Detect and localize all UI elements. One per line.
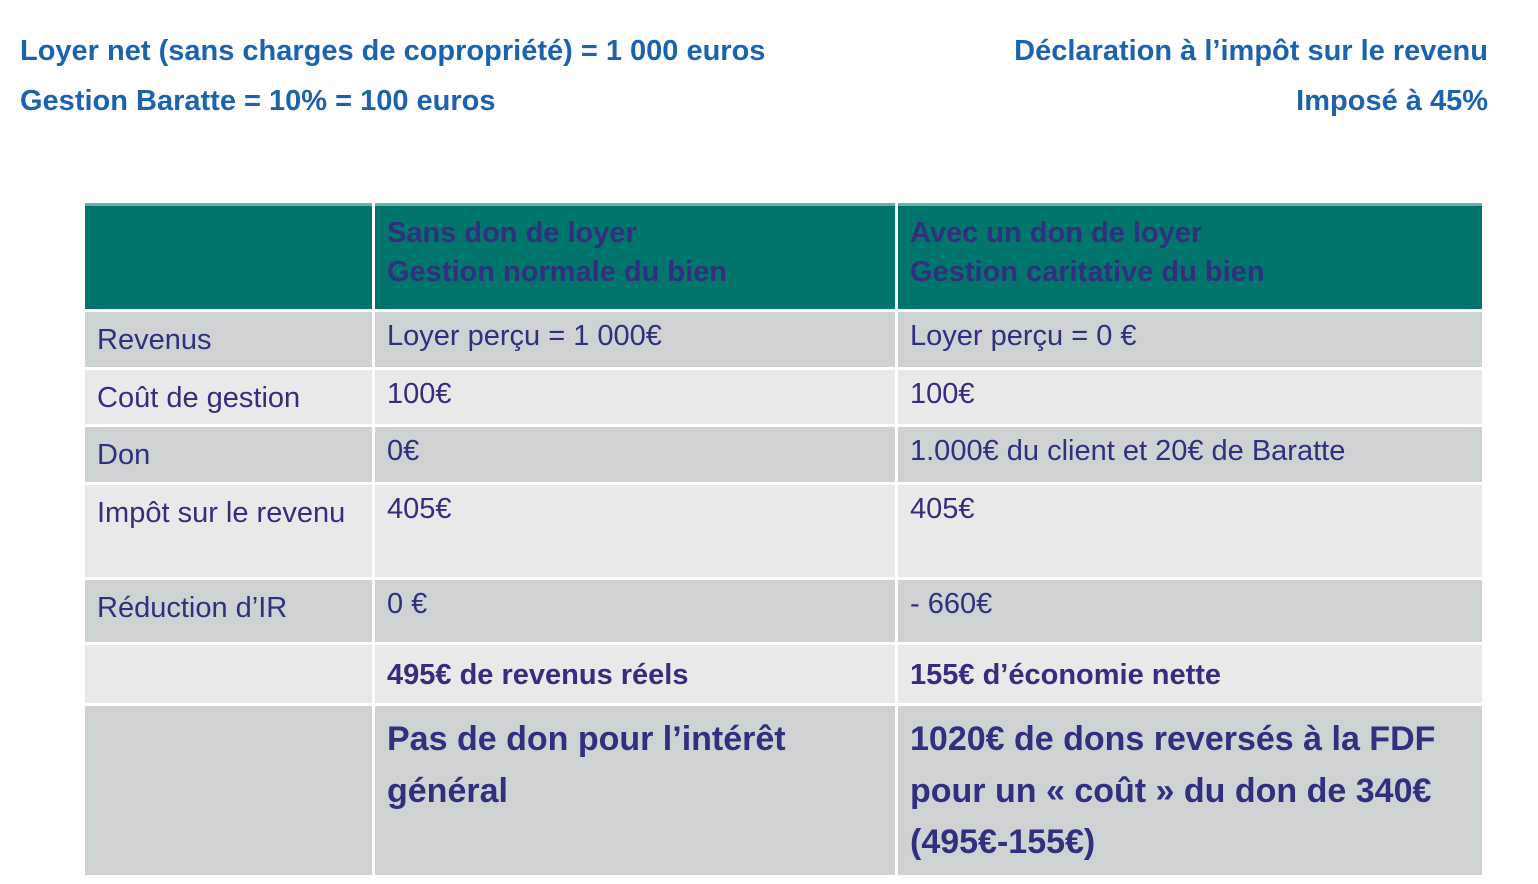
header-empty-cell — [85, 203, 372, 309]
cell-sans-don: Pas de don pour l’intérêt général — [375, 705, 895, 875]
cell-avec-don: 405€ — [898, 484, 1482, 577]
cell-sans-don: 0 € — [375, 579, 895, 642]
cell-sans-don: 0€ — [375, 427, 895, 482]
row-label: Revenus — [85, 312, 372, 367]
cell-avec-don: 100€ — [898, 369, 1482, 425]
table-row-impot: Impôt sur le revenu 405€ 405€ — [85, 484, 1482, 577]
row-label: Impôt sur le revenu — [85, 484, 372, 577]
table-row-don: Don 0€ 1.000€ du client et 20€ de Baratt… — [85, 427, 1482, 482]
table-row-revenus: Revenus Loyer perçu = 1 000€ Loyer perçu… — [85, 312, 1482, 367]
intro-right-line1: Déclaration à l’impôt sur le revenu — [1014, 35, 1488, 67]
row-label: Don — [85, 427, 372, 482]
cell-sans-don: 100€ — [375, 369, 895, 425]
comparison-table: Sans don de loyer Gestion normale du bie… — [82, 200, 1485, 878]
header-avec-don-line2: Gestion caritative du bien — [910, 256, 1265, 289]
table-header-row: Sans don de loyer Gestion normale du bie… — [85, 203, 1482, 309]
cell-avec-don: 1.000€ du client et 20€ de Baratte — [898, 427, 1482, 482]
header-avec-don: Avec un don de loyer Gestion caritative … — [898, 203, 1482, 309]
row-label — [85, 644, 372, 703]
header-sans-don-line2: Gestion normale du bien — [387, 256, 727, 289]
intro-right-line2: Imposé à 45% — [1296, 85, 1488, 117]
table-row-cout-gestion: Coût de gestion 100€ 100€ — [85, 369, 1482, 425]
cell-avec-don: 1020€ de dons reversés à la FDF pour un … — [898, 705, 1482, 875]
row-label: Réduction d’IR — [85, 579, 372, 642]
cell-avec-don: Loyer perçu = 0 € — [898, 312, 1482, 367]
cell-avec-don: - 660€ — [898, 579, 1482, 642]
cell-sans-don: 405€ — [375, 484, 895, 577]
header-sans-don-line1: Sans don de loyer — [387, 217, 637, 249]
cell-sans-don: Loyer perçu = 1 000€ — [375, 312, 895, 367]
intro-right-text: Déclaration à l’impôt sur le revenu Impo… — [1014, 26, 1488, 126]
header-sans-don: Sans don de loyer Gestion normale du bie… — [375, 203, 895, 309]
header-avec-don-line1: Avec un don de loyer — [910, 217, 1203, 249]
table-row-reduction-ir: Réduction d’IR 0 € - 660€ — [85, 579, 1482, 642]
intro-left-line1: Loyer net (sans charges de copropriété) … — [20, 35, 766, 67]
intro-left-line2: Gestion Baratte = 10% = 100 euros — [20, 85, 496, 117]
table-row-conclusion: Pas de don pour l’intérêt général 1020€ … — [85, 705, 1482, 875]
row-label: Coût de gestion — [85, 369, 372, 425]
cell-avec-don: 155€ d’économie nette — [898, 644, 1482, 703]
row-label — [85, 705, 372, 875]
table-row-resultat: 495€ de revenus réels 155€ d’économie ne… — [85, 644, 1482, 703]
intro-left-text: Loyer net (sans charges de copropriété) … — [20, 26, 765, 126]
cell-sans-don: 495€ de revenus réels — [375, 644, 895, 703]
